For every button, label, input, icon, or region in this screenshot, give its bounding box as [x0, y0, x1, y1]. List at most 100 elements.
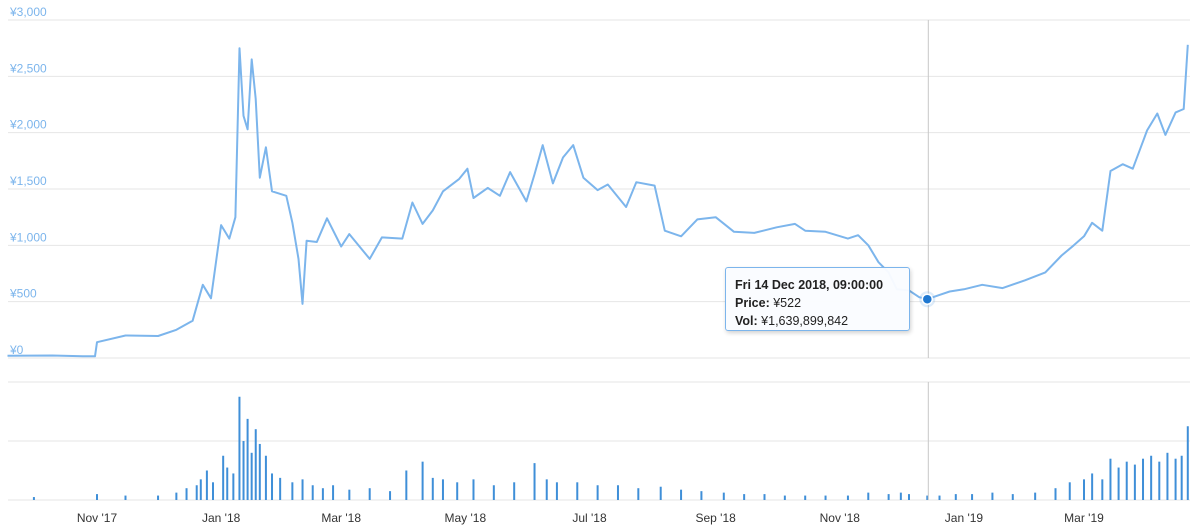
- volume-bar: [32, 497, 35, 500]
- volume-bar: [1011, 494, 1014, 500]
- volume-bar: [1174, 458, 1177, 500]
- volume-bar: [271, 473, 274, 500]
- x-tick-label: Jan '18: [202, 511, 241, 525]
- tooltip-price-label: Price:: [735, 296, 770, 310]
- volume-bar: [659, 486, 662, 500]
- volume-bar: [783, 495, 786, 500]
- volume-bar: [637, 488, 640, 500]
- volume-bar: [279, 477, 282, 500]
- volume-bar: [405, 470, 408, 500]
- volume-bar: [1166, 452, 1169, 500]
- volume-bar: [185, 488, 188, 500]
- volume-bar: [254, 429, 257, 500]
- y-tick-label: ¥3,000: [9, 5, 47, 19]
- x-axis-ticks: Nov '17 Jan '18 Mar '18 May '18 Jul '18 Sep '…: [77, 511, 1104, 525]
- x-tick-label: Mar '18: [321, 511, 361, 525]
- volume-bar: [804, 495, 807, 500]
- x-tick-label: Jan '19: [945, 511, 984, 525]
- volume-bar: [232, 473, 235, 500]
- x-tick-label: Sep '18: [695, 511, 736, 525]
- x-tick-label: Nov '18: [820, 511, 861, 525]
- volume-bar: [246, 418, 249, 500]
- tooltip-vol-row: Vol: ¥1,639,899,842: [735, 312, 909, 330]
- volume-bar: [1117, 467, 1120, 500]
- tooltip-vol-label: Vol:: [735, 314, 758, 328]
- volume-bar: [533, 463, 536, 500]
- volume-bar: [211, 482, 214, 500]
- x-tick-label: Mar '19: [1064, 511, 1104, 525]
- volume-bar: [700, 491, 703, 500]
- volume-bar: [616, 485, 619, 500]
- volume-bar: [456, 482, 459, 500]
- gridlines: [8, 19, 1190, 501]
- volume-bar: [954, 494, 957, 500]
- volume-bar: [1186, 426, 1189, 500]
- y-tick-label: ¥2,000: [9, 118, 47, 132]
- tooltip-vol-value: ¥1,639,899,842: [761, 314, 849, 328]
- volume-bar: [1142, 458, 1145, 500]
- volume-bar: [157, 495, 160, 500]
- tooltip-price-row: Price: ¥522: [735, 294, 909, 312]
- volume-bar: [1083, 479, 1085, 500]
- volume-bar: [124, 495, 127, 500]
- volume-bar: [472, 479, 475, 500]
- price-line-group: [7, 44, 1189, 358]
- volume-bar: [545, 479, 548, 500]
- volume-bar: [321, 488, 324, 500]
- volume-bar: [1101, 479, 1104, 500]
- volume-bar: [926, 495, 929, 500]
- volume-bar: [1091, 473, 1094, 500]
- volume-bar: [907, 494, 910, 500]
- volume-bar: [1068, 482, 1071, 500]
- volume-bar: [887, 494, 890, 500]
- volume-bars: [32, 396, 1189, 500]
- volume-bar: [242, 441, 245, 500]
- volume-bar: [1034, 492, 1037, 500]
- y-tick-label: ¥1,500: [9, 174, 47, 188]
- volume-bar: [311, 485, 314, 500]
- volume-bar: [226, 467, 229, 500]
- tooltip-date: Fri 14 Dec 2018, 09:00:00: [735, 278, 884, 292]
- volume-bar: [1125, 461, 1128, 500]
- volume-bar: [867, 492, 870, 500]
- volume-bar: [175, 492, 178, 500]
- volume-bar: [743, 494, 746, 500]
- volume-bar: [238, 396, 241, 500]
- volume-bar: [1133, 464, 1136, 500]
- volume-bar: [96, 494, 98, 500]
- volume-bar: [971, 494, 974, 500]
- x-tick-label: Jul '18: [572, 511, 607, 525]
- volume-bar: [938, 495, 941, 500]
- crosshair: [919, 20, 936, 500]
- volume-bar: [222, 455, 225, 500]
- volume-bar: [205, 470, 208, 500]
- y-tick-label: ¥500: [9, 287, 37, 301]
- y-tick-label: ¥0: [9, 343, 24, 357]
- volume-bar: [492, 485, 495, 500]
- y-tick-label: ¥1,000: [9, 230, 47, 244]
- volume-bar: [1109, 458, 1112, 500]
- volume-bar: [199, 479, 202, 500]
- y-axis-ticks: ¥0 ¥500 ¥1,000 ¥1,500 ¥2,000 ¥2,500 ¥3,000: [9, 5, 47, 357]
- y-tick-label: ¥2,500: [9, 61, 47, 75]
- volume-bar: [431, 477, 434, 500]
- volume-bar: [991, 492, 994, 500]
- volume-bar: [1180, 455, 1183, 500]
- volume-bar: [513, 482, 516, 500]
- volume-bar: [421, 461, 424, 500]
- volume-bar: [441, 479, 444, 500]
- hover-marker: [921, 293, 934, 305]
- volume-bar: [763, 494, 766, 500]
- volume-bar: [555, 482, 558, 500]
- volume-bar: [264, 455, 267, 500]
- hover-tooltip: Fri 14 Dec 2018, 09:00:00 Price: ¥522 Vo…: [725, 267, 910, 331]
- volume-bar: [899, 492, 902, 500]
- tooltip-price-value: ¥522: [773, 296, 802, 310]
- price-line: [7, 44, 1189, 358]
- x-tick-label: May '18: [445, 511, 487, 525]
- volume-bar: [195, 485, 198, 500]
- volume-bar: [846, 495, 849, 500]
- x-tick-label: Nov '17: [77, 511, 118, 525]
